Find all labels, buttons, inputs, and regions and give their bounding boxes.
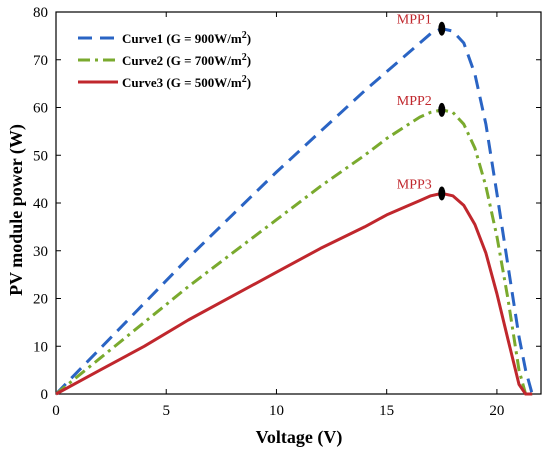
mpp-marker-2 (438, 102, 446, 117)
y-axis-title: PV module power (W) (6, 124, 27, 296)
y-tick-label: 50 (33, 148, 48, 164)
mpp-marker-3 (438, 186, 446, 201)
mpp-marker-1 (438, 21, 446, 36)
x-tick-label: 10 (269, 403, 284, 419)
y-tick-label: 60 (33, 101, 48, 117)
x-tick-label: 20 (489, 403, 504, 419)
y-tick-label: 80 (33, 5, 48, 21)
x-tick-label: 0 (52, 403, 60, 419)
y-tick-label: 30 (33, 244, 48, 260)
mpp-label-2: MPP2 (397, 94, 432, 109)
legend-label-2: Curve2 (G = 700W/m2) (122, 52, 251, 68)
y-tick-label: 70 (33, 53, 48, 69)
series-line-2 (55, 108, 533, 396)
mpp-label-1: MPP1 (397, 13, 432, 28)
y-tick-label: 10 (33, 339, 48, 355)
series-line-3 (55, 191, 533, 396)
mpp-label-3: MPP3 (397, 177, 432, 192)
legend-label-1: Curve1 (G = 900W/m2) (122, 30, 251, 46)
x-tick-label: 15 (379, 403, 394, 419)
x-axis-title: Voltage (V) (256, 427, 343, 448)
y-tick-label: 40 (33, 196, 48, 212)
x-tick-label: 5 (162, 403, 170, 419)
series-line-1 (54, 27, 537, 396)
plot-area: 0 5 10 15 20 0 10 20 30 40 50 60 70 80 MPP1 MPP2 MPP3 Cur… (33, 5, 542, 419)
y-tick-label: 20 (33, 292, 48, 308)
legend-label-3: Curve3 (G = 500W/m2) (122, 74, 251, 90)
y-tick-label: 0 (41, 387, 49, 403)
